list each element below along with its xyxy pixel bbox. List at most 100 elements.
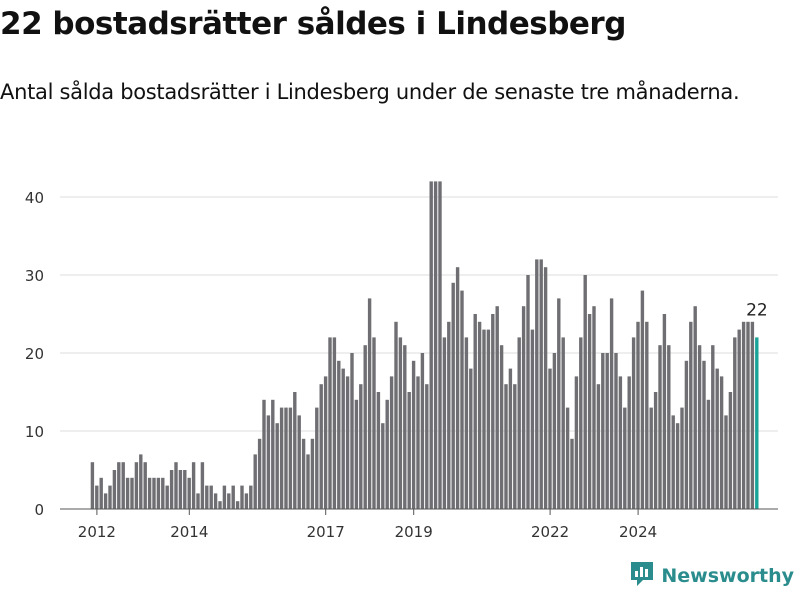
bar [161, 477, 165, 509]
bar [200, 462, 205, 509]
x-tick-label: 2014 [170, 523, 208, 540]
bar [521, 306, 526, 509]
bar [447, 321, 451, 509]
brand-name: Newsworthy [661, 565, 794, 587]
bar [442, 337, 447, 509]
bar [711, 345, 715, 509]
bar [561, 337, 565, 509]
bar [152, 477, 156, 509]
bar [191, 462, 196, 509]
y-tick-label: 30 [25, 267, 44, 285]
bar [257, 438, 262, 509]
bar [601, 353, 605, 509]
bar [288, 407, 293, 509]
bar [631, 337, 636, 509]
page-title: 22 bostadsrätter såldes i Lindesberg [0, 6, 626, 42]
bar [253, 454, 257, 509]
brand: Newsworthy [629, 560, 794, 592]
bar [649, 407, 653, 509]
bar [530, 329, 535, 509]
bar [662, 314, 667, 509]
bar [218, 501, 222, 509]
bar [574, 376, 579, 509]
bar [213, 493, 218, 509]
bar [108, 485, 112, 509]
bar [451, 282, 455, 509]
bar [231, 485, 235, 509]
bar [464, 337, 469, 509]
bar [411, 360, 416, 509]
bar [491, 314, 495, 509]
bar [587, 314, 592, 509]
bar [715, 368, 719, 509]
bar [389, 376, 394, 509]
bar [469, 368, 473, 509]
bar [539, 259, 543, 509]
bar [403, 345, 407, 509]
y-tick-label: 0 [34, 501, 44, 519]
bar [235, 501, 240, 509]
bar [319, 384, 323, 509]
bar [535, 259, 539, 509]
x-tick-label: 2022 [531, 523, 569, 540]
bar [741, 321, 746, 509]
bar [675, 423, 680, 509]
bar [477, 321, 482, 509]
bar [693, 306, 697, 509]
bar [543, 267, 548, 509]
bar [95, 485, 99, 509]
bar [728, 392, 733, 509]
bar-chart: 0 10 20 30 40 2012 2014 2017 2019 2022 2024 22 [25, 181, 778, 540]
bar [112, 470, 117, 509]
bar [341, 368, 345, 509]
data-label: 22 [746, 300, 768, 320]
bar [407, 392, 411, 509]
bar [623, 407, 627, 509]
bar [680, 407, 684, 509]
bar [473, 314, 477, 509]
bar [240, 485, 244, 509]
bar [337, 360, 341, 509]
bar [684, 360, 689, 509]
bar [517, 337, 521, 509]
bar [310, 438, 315, 509]
bar [183, 470, 187, 509]
bar [284, 407, 288, 509]
x-tick-label: 2024 [619, 523, 657, 540]
bar [614, 353, 618, 509]
bar [266, 415, 271, 509]
bar [345, 376, 350, 509]
bar [438, 181, 442, 509]
bar [460, 290, 464, 509]
bar [359, 384, 363, 509]
bar [165, 485, 169, 509]
y-tick-label: 20 [25, 345, 44, 363]
bar [570, 438, 574, 509]
y-tick-label: 40 [25, 189, 44, 207]
bar [328, 337, 332, 509]
bar [244, 493, 249, 509]
bar [271, 399, 275, 509]
bar [398, 337, 403, 509]
bar [526, 275, 530, 509]
bar [121, 462, 125, 509]
bar [147, 477, 152, 509]
bar [315, 407, 319, 509]
bar [262, 399, 266, 509]
bar [103, 493, 108, 509]
bar [367, 298, 372, 509]
bar [504, 384, 508, 509]
bar [433, 181, 438, 509]
bar [222, 485, 227, 509]
bar [332, 337, 337, 509]
bar [702, 360, 706, 509]
bar [350, 353, 354, 509]
bar [609, 298, 614, 509]
bar [293, 392, 297, 509]
newsworthy-logo-icon [629, 560, 655, 592]
bar [209, 485, 213, 509]
bar [455, 267, 460, 509]
bar [139, 454, 143, 509]
bar [99, 477, 103, 509]
bar [125, 477, 130, 509]
